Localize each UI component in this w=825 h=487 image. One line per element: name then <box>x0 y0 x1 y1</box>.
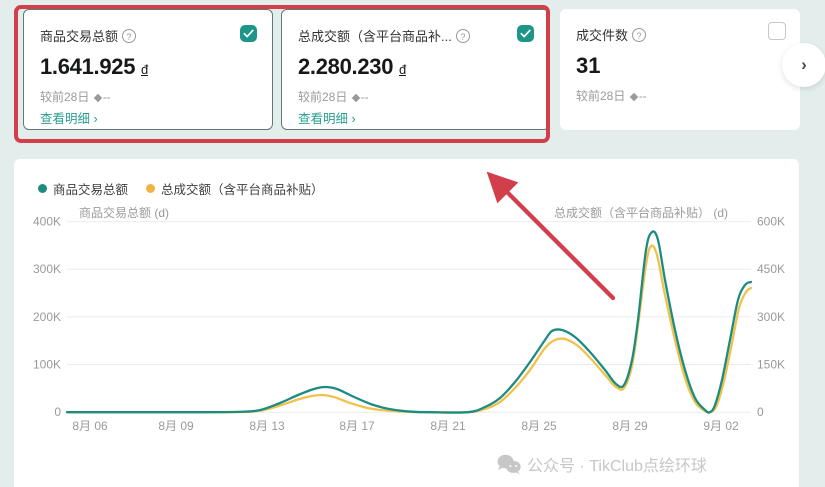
svg-text:9月 02: 9月 02 <box>703 419 739 433</box>
svg-text:400K: 400K <box>33 215 61 229</box>
svg-text:8月 29: 8月 29 <box>612 419 648 433</box>
svg-text:8月 06: 8月 06 <box>72 419 108 433</box>
svg-text:150K: 150K <box>757 358 785 372</box>
svg-text:8月 21: 8月 21 <box>430 419 466 433</box>
svg-text:450K: 450K <box>757 262 785 276</box>
svg-text:300K: 300K <box>757 310 785 324</box>
svg-text:100K: 100K <box>33 358 61 372</box>
svg-text:0: 0 <box>54 405 61 419</box>
svg-text:8月 13: 8月 13 <box>249 419 285 433</box>
svg-text:300K: 300K <box>33 262 61 276</box>
svg-text:8月 25: 8月 25 <box>521 419 557 433</box>
svg-text:0: 0 <box>757 405 764 419</box>
svg-text:200K: 200K <box>33 310 61 324</box>
svg-text:600K: 600K <box>757 215 785 229</box>
svg-text:8月 09: 8月 09 <box>158 419 194 433</box>
svg-text:8月 17: 8月 17 <box>339 419 375 433</box>
